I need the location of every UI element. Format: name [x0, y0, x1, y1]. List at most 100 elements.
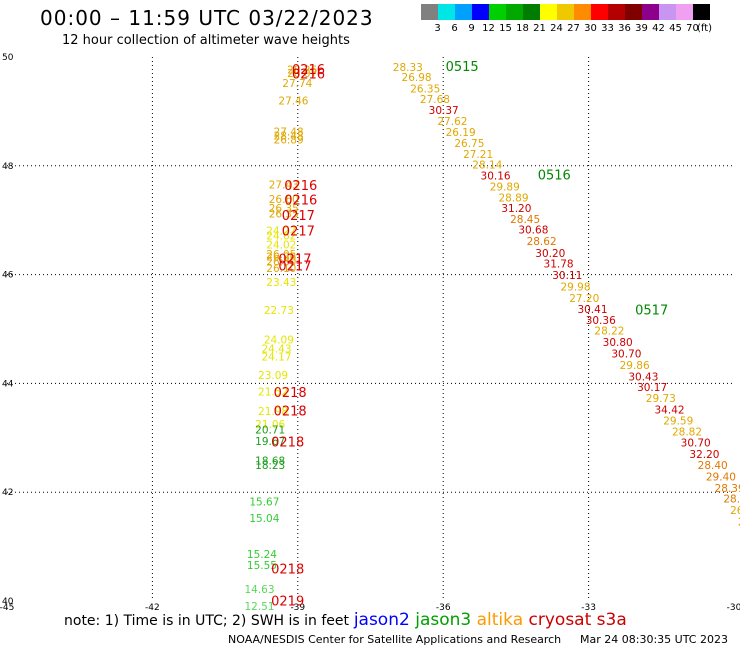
x-tick-label: -39	[290, 603, 305, 613]
color-scale-label: 36	[618, 23, 631, 34]
color-swatch	[625, 4, 642, 20]
mission-legend-item: jason3	[409, 610, 472, 630]
wave-height-value: 18.68	[255, 456, 285, 468]
chart-subtitle: 12 hour collection of altimeter wave hei…	[62, 33, 350, 48]
wave-height-value: 28.40	[698, 460, 728, 472]
color-swatch	[540, 4, 557, 20]
credit-text: NOAA/NESDIS Center for Satellite Applica…	[228, 633, 562, 646]
wave-height-value: 28.27	[738, 517, 740, 529]
color-swatch	[506, 4, 523, 20]
color-swatch	[608, 4, 625, 20]
color-swatch	[421, 4, 438, 20]
mission-legend-item: altika	[471, 610, 524, 630]
time-label: 0516	[538, 169, 571, 184]
color-scale-label: 33	[601, 23, 614, 34]
wave-height-value: 27.74	[282, 78, 312, 90]
wave-height-value: 26.35	[269, 209, 299, 221]
wave-height-value: 26.88	[730, 505, 740, 517]
wave-height-value: 27.48	[274, 127, 304, 139]
wave-height-value: 12.51	[244, 601, 274, 613]
color-swatch	[574, 4, 591, 20]
color-scale-label: 21	[533, 23, 546, 34]
color-swatch	[693, 4, 710, 20]
wave-height-value: 26.19	[446, 127, 476, 139]
wave-height-value: 27.20	[569, 293, 599, 305]
wave-height-value: 24.17	[261, 352, 291, 364]
wave-height-value: 15.67	[249, 496, 279, 508]
wave-height-value: 27.68	[420, 94, 450, 106]
wave-height-value: 24.43	[261, 344, 291, 356]
wave-height-value: 30.41	[577, 304, 607, 316]
color-scale-label: 42	[652, 23, 665, 34]
wave-height-value: 28.39	[715, 483, 740, 495]
y-tick-label: 42	[2, 488, 13, 498]
wave-height-value: 30.43	[628, 371, 658, 383]
wave-height-value: 19.67	[255, 436, 285, 448]
x-tick-label: -45	[0, 603, 14, 613]
wave-height-value: 30.68	[518, 224, 548, 236]
wave-height-value: 24.27	[266, 226, 296, 238]
time-label: 0219	[271, 594, 304, 609]
color-scale-label: 9	[468, 23, 475, 34]
wave-height-value: 21.98	[258, 406, 288, 418]
wave-height-value: 30.37	[429, 105, 459, 117]
wave-height-value: 29.40	[706, 471, 736, 483]
wave-height-value: 31.20	[501, 203, 531, 215]
wave-height-value: 34.42	[655, 405, 685, 417]
wave-height-value: 30.16	[481, 171, 511, 183]
wave-height-value: 28.22	[594, 326, 624, 338]
color-scale-label: 6	[451, 23, 458, 34]
wave-height-value: 29.59	[663, 415, 693, 427]
wave-height-value: 30.70	[611, 348, 641, 360]
wave-height-value: 23.43	[266, 277, 296, 289]
y-tick-label: 44	[2, 379, 14, 389]
generated-timestamp: Mar 24 08:30:35 UTC 2023	[580, 633, 728, 646]
wave-height-value: 24.09	[264, 334, 294, 346]
time-label: 0217	[278, 252, 311, 267]
wave-height-value: 26.60	[269, 194, 299, 206]
wave-height-value: 27.62	[437, 116, 467, 128]
wave-height-value: 27.21	[463, 149, 493, 161]
wave-height-value: 31.78	[544, 259, 574, 271]
mission-legend-item: s3a	[591, 610, 627, 630]
time-label: 0217	[282, 209, 315, 224]
wave-height-value: 20.71	[255, 425, 285, 437]
wave-height-value: 15.24	[247, 549, 277, 561]
wave-height-value: 28.62	[527, 236, 557, 248]
wave-height-value: 24.02	[266, 240, 296, 252]
color-swatch	[523, 4, 540, 20]
wave-height-value: 26.75	[454, 138, 484, 150]
time-label: 0217	[278, 259, 311, 274]
wave-height-value: 26.89	[274, 135, 304, 147]
wave-height-value: 28.48	[274, 130, 304, 142]
wave-height-value: 15.04	[249, 513, 279, 525]
time-label: 0216	[284, 179, 317, 194]
color-scale-unit: (ft)	[696, 23, 713, 34]
wave-height-value: 28.82	[672, 426, 702, 438]
wave-height-value: 26.98	[402, 72, 432, 84]
wave-height-value: 23.09	[258, 370, 288, 382]
wave-height-value: 30.36	[586, 315, 616, 327]
wave-height-value: 26.10	[266, 263, 296, 275]
wave-height-value: 30.20	[535, 248, 565, 260]
wave-height-value: 26.05	[266, 249, 296, 261]
color-swatch	[591, 4, 608, 20]
wave-height-value: 28.33	[393, 62, 423, 74]
chart-title: 00:00 – 11:59 UTC 03/22/2023	[40, 6, 374, 30]
color-scale-label: 24	[550, 23, 563, 34]
y-tick-label: 50	[2, 53, 14, 63]
color-scale-label: 27	[567, 23, 580, 34]
footer-note: note: 1) Time is in UTC; 2) SWH is in fe…	[64, 613, 350, 629]
wave-height-value: 27.43	[269, 179, 299, 191]
wave-height-value: 26.35	[410, 84, 440, 96]
wave-height-value: 28.89	[498, 192, 528, 204]
time-label: 0218	[271, 562, 304, 577]
color-scale-label: 3	[434, 23, 441, 34]
color-swatch	[455, 4, 472, 20]
time-label: 0218	[274, 405, 307, 420]
time-label: 0517	[635, 303, 668, 318]
y-tick-label: 48	[2, 162, 14, 172]
color-scale-label: 39	[635, 23, 648, 34]
color-scale-label: 18	[516, 23, 529, 34]
